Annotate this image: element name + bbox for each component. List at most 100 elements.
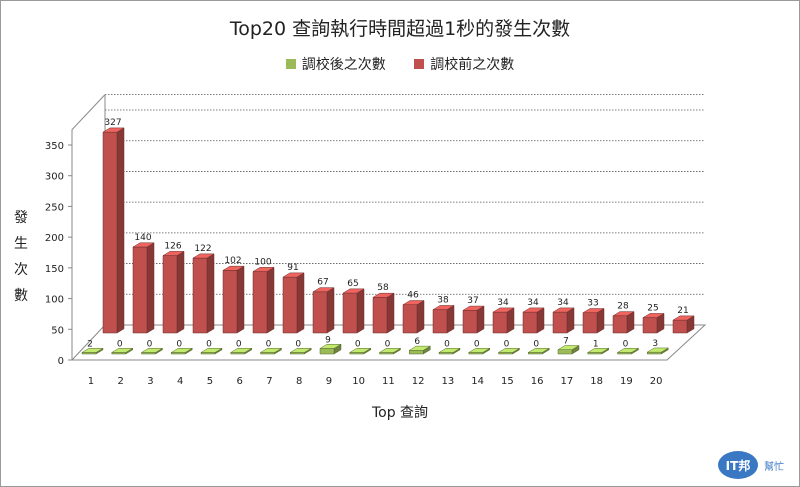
data-label-after: 9 [325, 335, 331, 345]
bar-before [432, 305, 455, 334]
bar-after [586, 347, 610, 355]
x-tick-label: 6 [236, 376, 242, 387]
x-tick-label: 7 [266, 376, 272, 387]
bar-after [229, 347, 253, 355]
data-label-after: 0 [385, 339, 391, 349]
x-tick-label: 2 [117, 376, 123, 387]
y-tick-label: 0 [58, 356, 64, 367]
bar-after [81, 347, 104, 355]
x-tick-label: 5 [207, 376, 213, 387]
bar-after [527, 347, 551, 355]
data-label-before: 38 [437, 295, 449, 305]
bar-before [612, 311, 635, 334]
bar-before [222, 265, 245, 334]
bar-after [348, 347, 372, 355]
x-tick-label: 12 [412, 376, 425, 387]
side-wall-top [71, 94, 106, 130]
data-label-before: 100 [254, 257, 271, 267]
bar-before [672, 315, 695, 334]
data-label-after: 0 [623, 339, 629, 349]
legend-label-after: 調校後之次數 [301, 57, 386, 73]
bar-before [642, 313, 665, 334]
data-label-after: 0 [117, 339, 123, 349]
x-tick-label: 16 [531, 376, 544, 387]
data-label-after: 0 [444, 339, 450, 349]
data-label-before: 34 [557, 298, 569, 308]
bar-before [462, 305, 485, 334]
bar-before [192, 253, 215, 334]
x-tick-label: 4 [177, 376, 183, 387]
data-label-before: 34 [527, 298, 539, 308]
bar-before [402, 300, 425, 334]
data-label-after: 0 [236, 339, 242, 349]
data-label-before: 58 [377, 283, 389, 293]
y-tick-label: 200 [45, 233, 64, 244]
data-label-after: 0 [474, 339, 480, 349]
bar-after [616, 347, 640, 355]
chart-title: Top20 查詢執行時間超過1秒的發生次數 [229, 18, 571, 40]
bar-before [132, 242, 155, 334]
data-label-before: 25 [647, 303, 658, 313]
bar-after [319, 343, 342, 355]
bar-before [282, 272, 305, 334]
logo-brand-text: IT邦 [726, 458, 751, 473]
y-tick-label: 300 [45, 172, 64, 183]
data-label-before: 37 [467, 296, 478, 306]
y-tick-label: 350 [45, 141, 64, 152]
x-tick-label: 15 [501, 376, 514, 387]
bar-before [372, 292, 395, 334]
legend: 調校後之次數 調校前之次數 [0, 54, 800, 74]
data-label-before: 126 [164, 241, 181, 251]
bar-after [646, 347, 670, 355]
data-label-after: 1 [593, 339, 599, 349]
data-label-before: 140 [134, 233, 151, 243]
bar-after [557, 345, 580, 355]
data-label-after: 7 [563, 337, 569, 347]
bar-after [408, 345, 432, 355]
data-label-after: 0 [147, 339, 153, 349]
x-axis-label: Top 查詢 [371, 405, 429, 421]
bar-before [492, 307, 515, 334]
bar-after [289, 347, 313, 355]
bar-after [170, 347, 194, 355]
x-tick-label: 14 [471, 376, 484, 387]
data-label-before: 102 [224, 256, 241, 266]
data-label-after: 2 [87, 339, 93, 349]
x-tick-label: 1 [88, 376, 94, 387]
x-tick-label: 17 [561, 376, 574, 387]
x-tick-label: 10 [352, 376, 365, 387]
data-label-after: 3 [652, 339, 658, 349]
data-label-before: 28 [617, 302, 629, 312]
data-label-before: 33 [587, 299, 598, 309]
data-label-before: 327 [104, 118, 121, 128]
data-label-before: 46 [407, 291, 419, 301]
bar-before [522, 307, 545, 334]
bar-before [102, 127, 125, 334]
data-label-before: 21 [677, 306, 688, 316]
bar-after [378, 347, 402, 355]
legend-swatch-after [285, 59, 296, 69]
bar-after [259, 347, 283, 355]
logo-sub-text: 幫忙 [764, 460, 784, 473]
data-label-after: 0 [355, 339, 361, 349]
x-tick-label: 13 [442, 376, 455, 387]
data-label-after: 0 [295, 339, 301, 349]
data-label-after: 0 [504, 339, 510, 349]
legend-label-before: 調校前之次數 [430, 57, 515, 73]
bar-after [110, 347, 134, 355]
x-tick-label: 20 [650, 376, 663, 387]
bar-after [438, 347, 461, 355]
y-tick-label: 100 [45, 295, 64, 306]
data-label-before: 65 [347, 279, 358, 289]
data-label-after: 0 [206, 339, 212, 349]
x-tick-label: 18 [590, 376, 603, 387]
y-tick-label: 50 [51, 325, 64, 336]
bar-after [497, 347, 521, 355]
legend-item-after: 調校後之次數 [285, 54, 386, 74]
data-label-before: 67 [317, 278, 328, 288]
data-label-after: 0 [533, 339, 539, 349]
x-tick-label: 11 [382, 376, 395, 387]
itbang-logo: IT邦 幫忙 [718, 451, 784, 479]
data-label-after: 0 [176, 339, 182, 349]
